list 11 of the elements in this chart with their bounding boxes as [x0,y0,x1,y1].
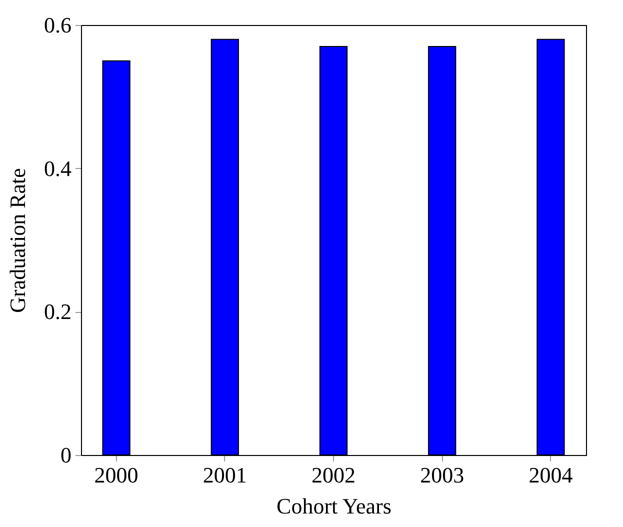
x-tick-label: 2000 [94,462,138,488]
x-tick-label: 2003 [420,462,464,488]
y-tick-label: 0.6 [44,12,72,38]
y-axis-title: Graduation Rate [5,168,30,313]
y-tick-label: 0.2 [44,299,72,324]
x-axis-title: Cohort Years [276,494,392,518]
y-tick-label: 0.4 [44,156,72,181]
x-tick-label: 2004 [528,462,573,488]
x-tick-label: 2002 [312,462,356,488]
x-tick-label: 2001 [202,462,247,488]
y-tick-label: 0 [60,442,72,468]
